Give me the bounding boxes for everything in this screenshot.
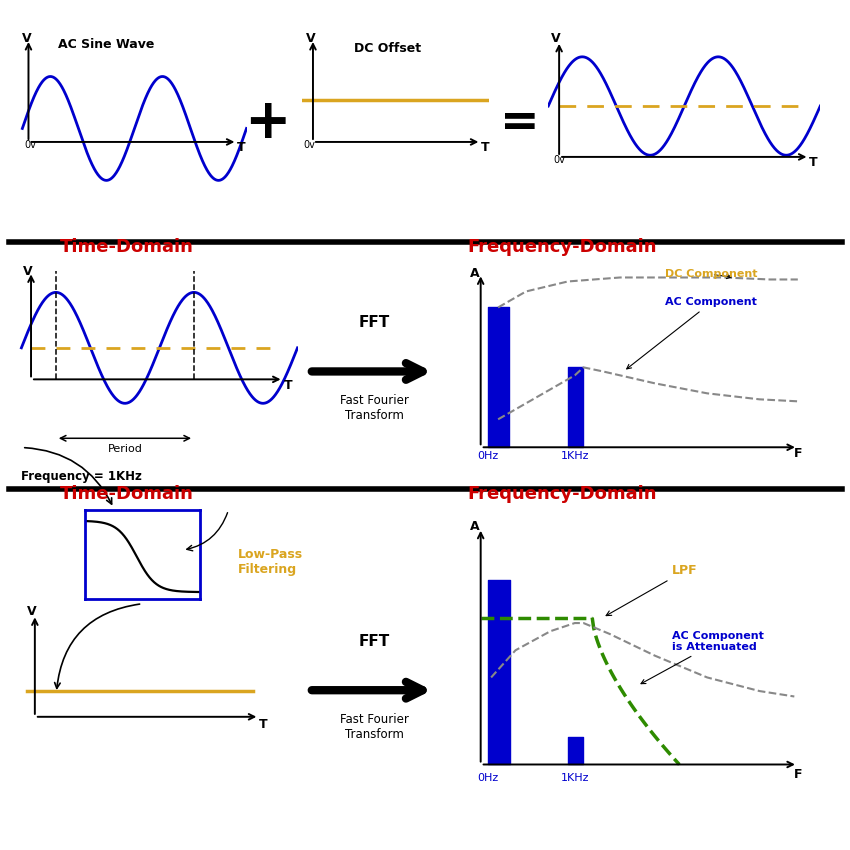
Text: Frequency = 1KHz: Frequency = 1KHz [21, 470, 142, 484]
Text: =: = [501, 101, 540, 145]
Text: LPF: LPF [606, 564, 698, 615]
Text: Time-Domain: Time-Domain [60, 239, 193, 257]
Text: Frequency-Domain: Frequency-Domain [468, 485, 657, 503]
Text: F: F [794, 768, 802, 781]
Text: Period: Period [107, 445, 142, 454]
Text: V: V [305, 31, 315, 44]
Text: FFT: FFT [359, 634, 389, 649]
Text: 0v: 0v [553, 155, 565, 165]
Text: V: V [551, 31, 561, 44]
Text: 0Hz: 0Hz [477, 451, 498, 462]
Text: FFT: FFT [359, 315, 389, 331]
Text: 0Hz: 0Hz [477, 773, 498, 783]
Text: T: T [259, 717, 268, 731]
Text: V: V [27, 605, 37, 618]
Text: T: T [237, 141, 246, 155]
Text: Fast Fourier
Transform: Fast Fourier Transform [339, 713, 409, 741]
Text: Time-Domain: Time-Domain [60, 485, 193, 503]
Text: 0v: 0v [24, 139, 36, 150]
Text: V: V [23, 265, 32, 279]
Text: AC Component: AC Component [626, 298, 757, 369]
Text: F: F [794, 447, 802, 460]
Text: V: V [21, 31, 31, 44]
Text: Frequency-Domain: Frequency-Domain [468, 239, 657, 257]
Text: AC Component
is Attenuated: AC Component is Attenuated [641, 631, 764, 683]
Text: +: + [245, 96, 291, 150]
Text: DC Offset: DC Offset [354, 42, 422, 55]
Text: T: T [481, 141, 490, 155]
Text: A: A [470, 268, 480, 280]
Text: A: A [470, 519, 480, 533]
Text: AC Sine Wave: AC Sine Wave [59, 38, 155, 52]
Text: T: T [809, 156, 818, 169]
Text: DC Component: DC Component [666, 269, 758, 280]
Text: 1KHz: 1KHz [561, 773, 589, 783]
Text: Fast Fourier
Transform: Fast Fourier Transform [339, 394, 409, 422]
Text: Low-Pass
Filtering: Low-Pass Filtering [238, 548, 303, 576]
Text: 1KHz: 1KHz [561, 451, 589, 462]
Text: 0v: 0v [303, 139, 315, 150]
Text: T: T [283, 379, 292, 393]
